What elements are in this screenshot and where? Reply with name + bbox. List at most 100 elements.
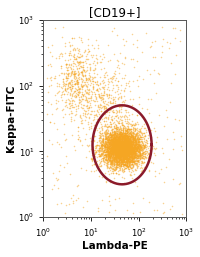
Point [126,148,129,152]
Point [132,163,135,168]
Point [138,144,141,148]
Point [120,138,124,142]
Point [119,148,122,152]
Point [127,135,130,139]
Point [124,153,127,157]
Point [117,146,120,151]
Point [126,158,129,162]
Point [73,72,77,77]
Point [122,162,125,166]
Point [112,161,115,165]
Point [100,141,103,145]
Point [114,136,117,141]
Point [123,56,126,60]
Point [127,145,130,149]
Point [121,100,124,104]
Point [95,108,98,112]
Point [86,106,89,110]
Point [103,132,106,136]
Point [118,150,121,154]
Point [105,136,108,140]
Point [51,171,54,175]
Point [132,135,135,139]
Point [122,176,125,180]
Point [97,92,100,96]
Point [130,148,134,152]
Point [114,131,117,135]
Point [111,150,114,154]
Point [124,154,127,159]
Point [65,203,68,207]
Point [80,84,83,88]
Point [119,155,123,160]
Point [64,88,67,92]
Point [108,151,111,155]
Point [120,136,123,140]
Point [117,145,121,150]
Point [121,148,124,152]
Point [92,115,95,119]
Point [63,112,67,116]
X-axis label: Lambda-PE: Lambda-PE [82,241,148,251]
Point [118,145,121,149]
Point [117,150,121,154]
Point [118,142,121,146]
Point [121,157,124,161]
Point [126,162,129,167]
Point [103,150,107,154]
Point [116,154,119,158]
Point [131,142,134,146]
Point [77,100,80,104]
Point [108,140,111,144]
Point [110,140,113,144]
Point [78,51,81,56]
Point [135,149,138,153]
Point [110,134,113,139]
Point [69,115,72,119]
Point [99,106,102,110]
Point [87,96,90,100]
Point [97,152,100,156]
Point [122,139,125,143]
Point [131,140,134,144]
Point [135,165,139,169]
Point [125,162,129,167]
Point [125,137,128,141]
Point [123,157,127,161]
Point [128,148,131,152]
Point [110,150,114,154]
Point [69,109,72,113]
Point [119,152,122,157]
Point [124,144,127,148]
Point [115,151,118,155]
Point [119,132,122,136]
Point [56,203,59,207]
Point [75,78,78,82]
Point [115,154,119,158]
Point [125,146,129,150]
Point [110,162,114,166]
Point [80,40,84,44]
Point [123,133,126,137]
Point [54,101,58,105]
Point [113,143,117,147]
Point [153,151,156,155]
Point [133,154,136,158]
Point [108,147,112,151]
Point [106,149,109,153]
Point [116,140,119,144]
Point [124,159,127,163]
Point [122,137,126,141]
Point [119,136,122,140]
Point [112,167,115,171]
Point [113,168,116,172]
Point [107,144,111,149]
Point [115,143,119,147]
Point [138,148,142,152]
Point [122,137,125,141]
Point [118,131,121,135]
Point [128,151,132,155]
Point [112,167,115,171]
Point [110,162,113,166]
Point [122,143,126,147]
